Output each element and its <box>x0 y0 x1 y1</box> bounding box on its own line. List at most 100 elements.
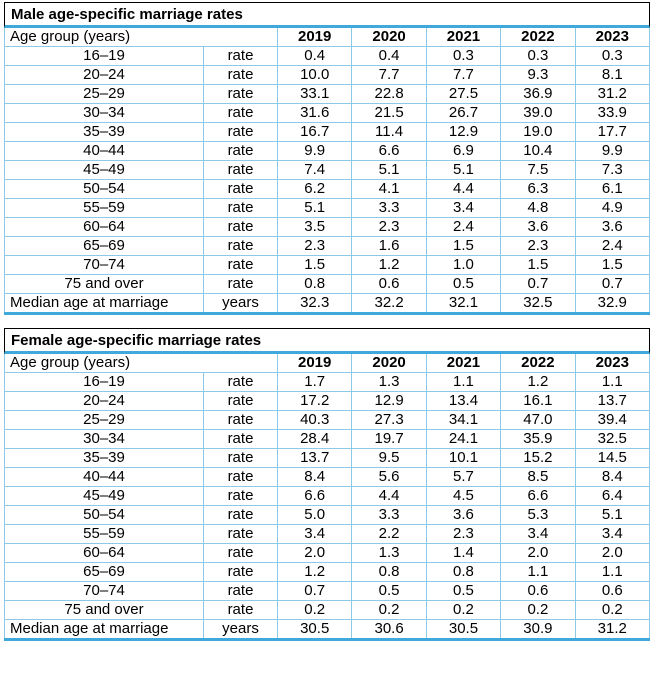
value-cell: 1.7 <box>276 372 353 392</box>
value-cell: 1.5 <box>500 255 576 275</box>
value-cell: 27.5 <box>425 84 502 104</box>
value-cell: 0.4 <box>351 46 427 66</box>
table-row: 45–49 rate 6.6 4.4 4.5 6.6 6.4 <box>4 486 651 506</box>
value-cell: 7.4 <box>276 160 353 180</box>
value-cell: 3.3 <box>351 198 427 218</box>
page: Male age-specific marriage rates Age gro… <box>4 2 651 641</box>
year-column-header: 2022 <box>500 28 576 47</box>
value-cell: 2.3 <box>351 217 427 237</box>
value-cell: 2.3 <box>276 236 353 256</box>
value-cell: 7.3 <box>574 160 651 180</box>
age-group-cell: 55–59 <box>4 524 204 544</box>
value-cell: 3.4 <box>574 524 651 544</box>
table-row: 30–34 rate 31.6 21.5 26.7 39.0 33.9 <box>4 103 651 123</box>
value-cell: 32.1 <box>425 293 502 315</box>
table-row: 50–54 rate 5.0 3.3 3.6 5.3 5.1 <box>4 505 651 525</box>
table-row: 75 and over rate 0.2 0.2 0.2 0.2 0.2 <box>4 600 651 620</box>
rates-table: Age group (years) 2019 2020 2021 2022 20… <box>4 354 651 641</box>
value-cell: 6.6 <box>276 486 353 506</box>
value-cell: 4.5 <box>425 486 502 506</box>
unit-cell: rate <box>203 236 278 256</box>
value-cell: 0.4 <box>276 46 353 66</box>
value-cell: 21.5 <box>351 103 427 123</box>
unit-cell: rate <box>203 198 278 218</box>
age-group-cell: 35–39 <box>4 448 204 468</box>
value-cell: 4.4 <box>425 179 502 199</box>
value-cell: 13.7 <box>574 391 651 411</box>
table-row: 16–19 rate 1.7 1.3 1.1 1.2 1.1 <box>4 372 651 392</box>
value-cell: 36.9 <box>500 84 576 104</box>
value-cell: 1.3 <box>351 372 427 392</box>
table-row: 65–69 rate 2.3 1.6 1.5 2.3 2.4 <box>4 236 651 256</box>
value-cell: 0.5 <box>351 581 427 601</box>
unit-cell: rate <box>203 179 278 199</box>
year-header-row: Age group (years) 2019 2020 2021 2022 20… <box>4 28 651 47</box>
value-cell: 0.5 <box>425 581 502 601</box>
value-cell: 0.8 <box>276 274 353 294</box>
value-cell: 2.3 <box>500 236 576 256</box>
unit-cell: rate <box>203 486 278 506</box>
unit-cell: rate <box>203 429 278 449</box>
value-cell: 0.2 <box>500 600 576 620</box>
unit-cell: rate <box>203 372 278 392</box>
median-age-row: Median age at marriage years 30.5 30.6 3… <box>4 619 651 641</box>
age-group-cell: 45–49 <box>4 160 204 180</box>
unit-cell: rate <box>203 410 278 430</box>
value-cell: 0.6 <box>351 274 427 294</box>
value-cell: 16.7 <box>276 122 353 142</box>
value-cell: 1.6 <box>351 236 427 256</box>
value-cell: 13.4 <box>425 391 502 411</box>
table-title: Female age-specific marriage rates <box>4 328 650 354</box>
value-cell: 1.5 <box>574 255 651 275</box>
value-cell: 0.3 <box>500 46 576 66</box>
year-column-header: 2021 <box>425 28 502 47</box>
year-column-header: 2022 <box>500 354 576 373</box>
unit-cell: rate <box>203 581 278 601</box>
value-cell: 2.0 <box>574 543 651 563</box>
age-group-cell: 25–29 <box>4 84 204 104</box>
value-cell: 8.5 <box>500 467 576 487</box>
unit-cell: years <box>203 619 278 641</box>
value-cell: 0.5 <box>425 274 502 294</box>
value-cell: 30.9 <box>500 619 576 641</box>
value-cell: 5.1 <box>276 198 353 218</box>
age-group-cell: 40–44 <box>4 141 204 161</box>
value-cell: 22.8 <box>351 84 427 104</box>
age-group-cell: 30–34 <box>4 103 204 123</box>
value-cell: 6.6 <box>351 141 427 161</box>
value-cell: 1.1 <box>500 562 576 582</box>
age-group-cell: 30–34 <box>4 429 204 449</box>
value-cell: 11.4 <box>351 122 427 142</box>
age-group-cell: Median age at marriage <box>4 619 204 641</box>
value-cell: 4.8 <box>500 198 576 218</box>
table-row: 70–74 rate 0.7 0.5 0.5 0.6 0.6 <box>4 581 651 601</box>
value-cell: 0.7 <box>574 274 651 294</box>
unit-cell: rate <box>203 84 278 104</box>
value-cell: 3.4 <box>500 524 576 544</box>
table-row: 50–54 rate 6.2 4.1 4.4 6.3 6.1 <box>4 179 651 199</box>
value-cell: 5.7 <box>425 467 502 487</box>
table-title: Male age-specific marriage rates <box>4 2 650 28</box>
table-body: 16–19 rate 1.7 1.3 1.1 1.2 1.1 20–24 rat… <box>4 372 651 641</box>
value-cell: 1.1 <box>574 372 651 392</box>
value-cell: 24.1 <box>425 429 502 449</box>
value-cell: 7.7 <box>351 65 427 85</box>
age-group-header: Age group (years) <box>4 28 278 47</box>
value-cell: 12.9 <box>351 391 427 411</box>
value-cell: 7.5 <box>500 160 576 180</box>
value-cell: 9.9 <box>276 141 353 161</box>
value-cell: 2.4 <box>574 236 651 256</box>
table-row: 55–59 rate 3.4 2.2 2.3 3.4 3.4 <box>4 524 651 544</box>
value-cell: 6.6 <box>500 486 576 506</box>
unit-cell: rate <box>203 141 278 161</box>
table-row: 25–29 rate 40.3 27.3 34.1 47.0 39.4 <box>4 410 651 430</box>
value-cell: 31.6 <box>276 103 353 123</box>
value-cell: 1.1 <box>425 372 502 392</box>
table-row: 65–69 rate 1.2 0.8 0.8 1.1 1.1 <box>4 562 651 582</box>
value-cell: 5.6 <box>351 467 427 487</box>
age-group-cell: 25–29 <box>4 410 204 430</box>
table-row: 25–29 rate 33.1 22.8 27.5 36.9 31.2 <box>4 84 651 104</box>
value-cell: 6.9 <box>425 141 502 161</box>
value-cell: 3.6 <box>574 217 651 237</box>
value-cell: 0.2 <box>351 600 427 620</box>
